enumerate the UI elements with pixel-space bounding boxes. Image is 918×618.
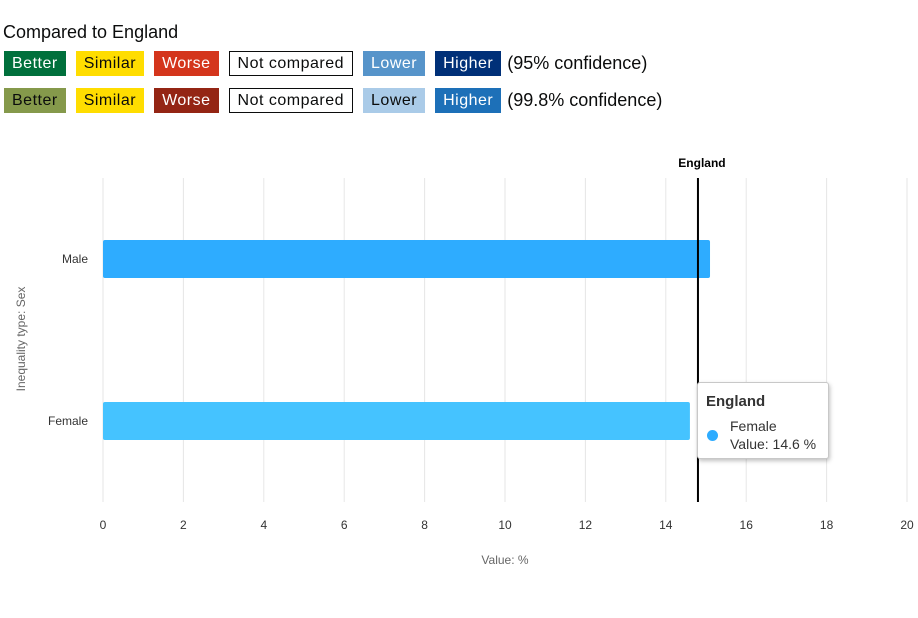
x-tick-label: 12 [579, 518, 593, 532]
legend-chip-better-95: Better [4, 51, 66, 76]
legend-chip-similar-998: Similar [75, 88, 145, 113]
legend-chip-worse-998: Worse [154, 88, 219, 113]
x-tick-label: 14 [659, 518, 673, 532]
y-category-label: Female [48, 414, 88, 428]
legend-chip-higher-998: Higher [435, 88, 502, 113]
tooltip-title: England [706, 393, 766, 410]
tooltip-series-dot [707, 430, 718, 441]
bar-male [103, 240, 711, 278]
reference-line-label: England [678, 156, 725, 170]
legend-chip-lower-95: Lower [363, 51, 426, 76]
legend-chip-similar-95: Similar [75, 51, 145, 76]
legend-chip-lower-998: Lower [363, 88, 426, 113]
x-axis-title: Value: % [481, 553, 528, 567]
legend-row-998: Better Similar Worse Not compared Lower … [4, 88, 662, 113]
legend-confidence-95: (95% confidence) [507, 53, 648, 73]
x-tick-label: 0 [100, 518, 107, 532]
x-tick-label: 16 [740, 518, 754, 532]
bar-female [103, 402, 690, 440]
x-tick-label: 8 [421, 518, 428, 532]
y-category-label: Male [62, 252, 88, 266]
legend-row-95: Better Similar Worse Not compared Lower … [4, 51, 647, 76]
x-tick-label: 6 [341, 518, 348, 532]
x-tick-label: 4 [260, 518, 267, 532]
x-tick-label: 20 [900, 518, 914, 532]
tooltip: England Female Value: 14.6 % [697, 382, 829, 459]
legend-title: Compared to England [3, 22, 179, 42]
x-tick-label: 10 [498, 518, 512, 532]
legend-chip-worse-95: Worse [154, 51, 219, 76]
tooltip-category: Female [730, 418, 777, 434]
x-tick-label: 18 [820, 518, 834, 532]
legend-chip-higher-95: Higher [435, 51, 502, 76]
legend-chip-not-compared-998: Not compared [228, 88, 354, 113]
x-tick-label: 2 [180, 518, 187, 532]
y-axis-title: Inequality type: Sex [14, 287, 28, 392]
legend-chip-not-compared-95: Not compared [228, 51, 354, 76]
legend-confidence-998: (99.8% confidence) [507, 90, 663, 110]
legend-chip-better-998: Better [4, 88, 66, 113]
tooltip-value: Value: 14.6 % [730, 436, 817, 452]
